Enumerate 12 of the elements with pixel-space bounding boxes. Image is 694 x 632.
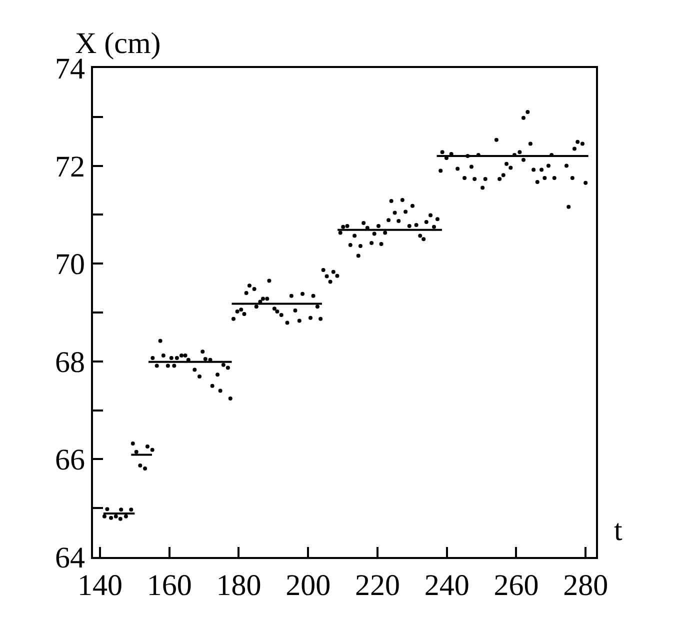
x-tick-label: 260: [494, 569, 539, 602]
x-tick-label: 160: [146, 569, 192, 602]
y-tick-label: 66: [55, 444, 85, 477]
x-tick-label: 200: [286, 569, 331, 602]
x-tick-label: 240: [424, 569, 470, 602]
y-tick-label: 68: [55, 346, 85, 379]
x-tick-label: 180: [216, 569, 262, 602]
x-tick-label: 220: [354, 569, 400, 602]
y-tick-label: 70: [55, 248, 85, 282]
y-tick-label: 72: [55, 150, 85, 184]
x-tick-label: 280: [563, 569, 608, 602]
x-axis-title: t: [614, 514, 623, 547]
